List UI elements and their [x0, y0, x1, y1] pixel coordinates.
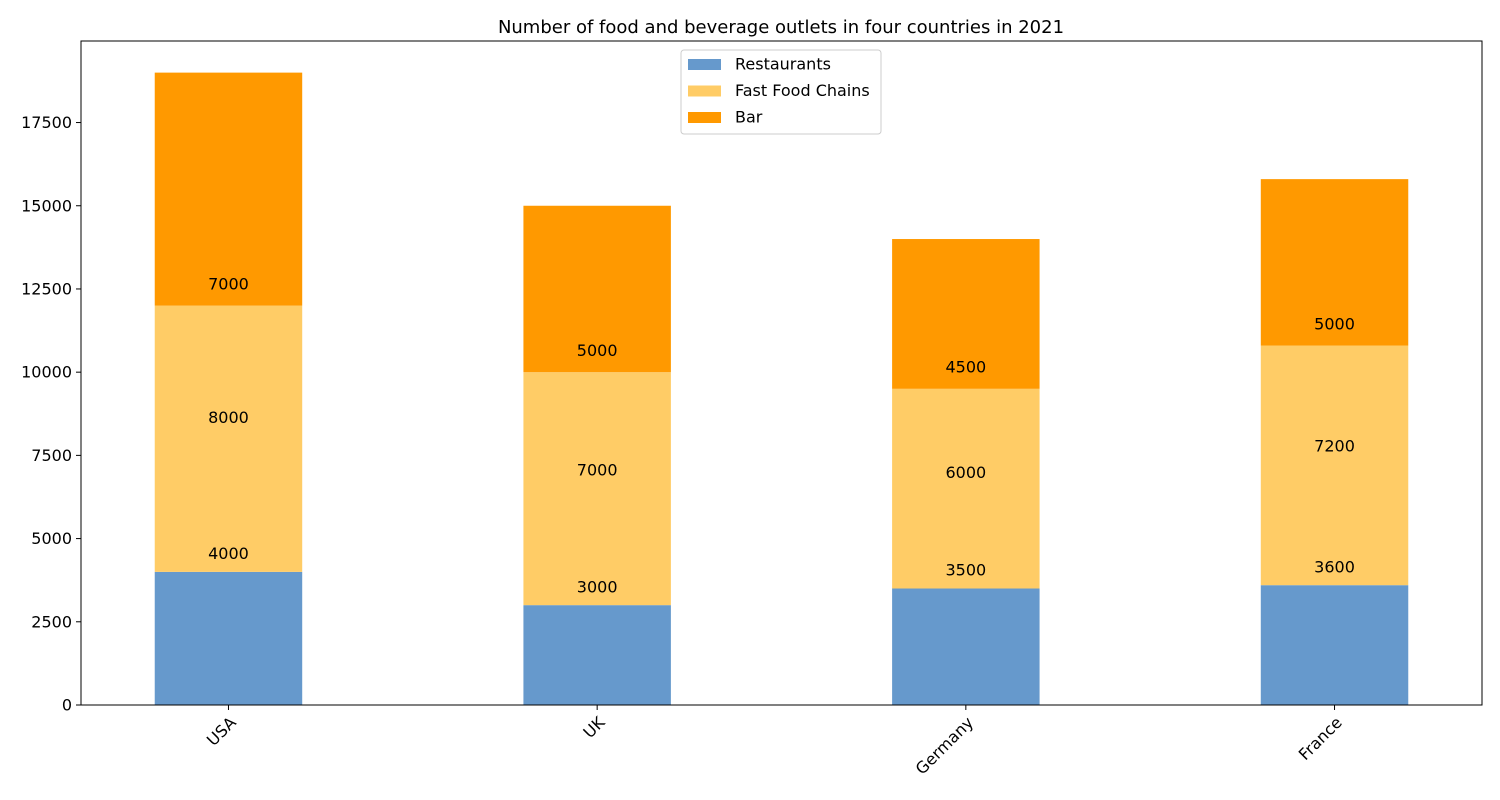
bar-bar-france — [1260, 179, 1409, 346]
axes: 0 2500 5000 7500 10000 12500 15000 17500 USA UK Ge… — [21, 40, 1483, 778]
legend-swatch-bar — [688, 112, 721, 123]
bar-label-bar-uk: 5000 — [577, 341, 618, 360]
bar-label-restaurants-france: 3600 — [1314, 557, 1355, 576]
bar-bar-uk — [523, 205, 671, 373]
bar-value-labels: 4000 8000 7000 3000 7000 5000 3500 6000 4500 3600… — [208, 274, 1355, 596]
legend-label-bar: Bar — [735, 108, 763, 127]
bar-fast-food-chains-usa — [154, 305, 303, 572]
bar-label-fast-food-chains-france: 7200 — [1314, 437, 1355, 456]
bar-restaurants-germany — [892, 588, 1040, 705]
legend-swatch-fast-food-chains — [688, 85, 721, 97]
legend: Restaurants Fast Food Chains Bar — [680, 49, 882, 135]
bar-label-restaurants-germany: 3500 — [945, 561, 986, 580]
bar-label-bar-germany: 4500 — [945, 358, 986, 377]
bar-fast-food-chains-germany — [892, 388, 1040, 589]
bars-layer — [154, 72, 1409, 705]
y-tick-label: 12500 — [21, 279, 72, 298]
y-tick-label: 7500 — [31, 446, 72, 465]
legend-label-fast-food-chains: Fast Food Chains — [735, 81, 870, 100]
x-tick-label-uk: UK — [579, 713, 608, 742]
chart-title: Number of food and beverage outlets in f… — [498, 17, 1064, 38]
bar-bar-germany — [892, 239, 1040, 389]
bar-restaurants-uk — [523, 605, 671, 705]
legend-box — [680, 49, 882, 135]
y-tick-label: 5000 — [31, 529, 72, 548]
y-tick-label: 15000 — [21, 196, 72, 215]
bar-fast-food-chains-france — [1260, 345, 1409, 586]
bar-label-restaurants-uk: 3000 — [577, 577, 618, 596]
bar-restaurants-usa — [154, 571, 303, 705]
x-tick-label-usa: USA — [203, 713, 240, 750]
bar-restaurants-france — [1260, 585, 1409, 705]
bar-label-bar-usa: 7000 — [208, 274, 249, 293]
bar-bar-usa — [154, 72, 303, 306]
bar-fast-food-chains-uk — [523, 372, 671, 606]
bar-label-fast-food-chains-germany: 6000 — [945, 463, 986, 482]
plot-frame — [80, 40, 1483, 706]
legend-swatch-restaurants — [688, 59, 721, 70]
x-tick-label-germany: Germany — [912, 713, 977, 778]
y-tick-label: 17500 — [21, 113, 72, 132]
bar-label-bar-france: 5000 — [1314, 314, 1355, 333]
y-tick-label: 10000 — [21, 363, 72, 382]
bar-label-restaurants-usa: 4000 — [208, 544, 249, 563]
bar-label-fast-food-chains-uk: 7000 — [577, 461, 618, 480]
y-tick-label: 0 — [62, 696, 72, 715]
bar-label-fast-food-chains-usa: 8000 — [208, 408, 249, 427]
y-tick-label: 2500 — [31, 612, 72, 631]
legend-label-restaurants: Restaurants — [735, 55, 831, 74]
x-tick-label-france: France — [1295, 713, 1346, 764]
